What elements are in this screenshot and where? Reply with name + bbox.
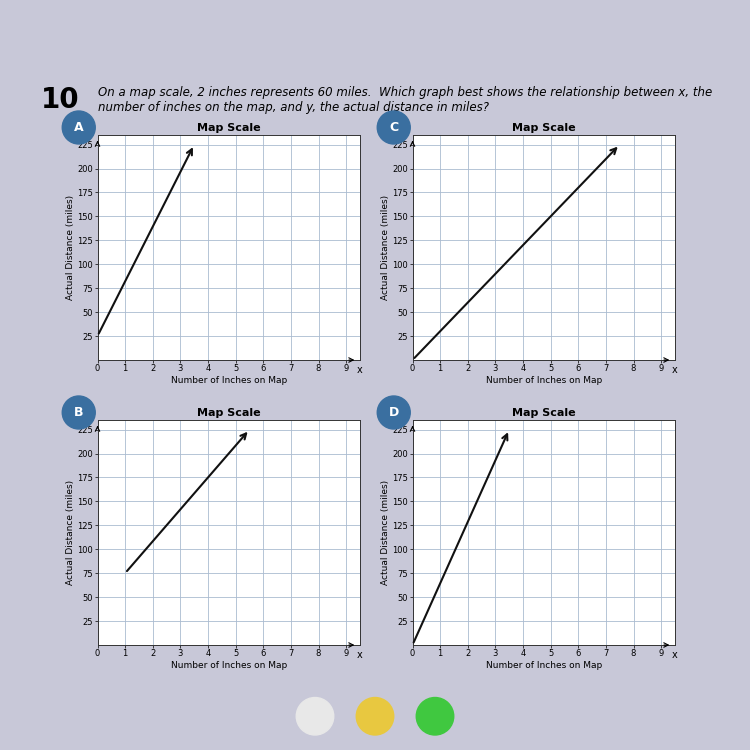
Text: y: y xyxy=(401,415,407,425)
X-axis label: Number of Inches on Map: Number of Inches on Map xyxy=(486,661,602,670)
Title: Map Scale: Map Scale xyxy=(197,123,260,133)
X-axis label: Number of Inches on Map: Number of Inches on Map xyxy=(486,376,602,385)
Text: y: y xyxy=(86,130,92,140)
Y-axis label: Actual Distance (miles): Actual Distance (miles) xyxy=(381,195,390,300)
Text: y: y xyxy=(401,130,407,140)
Text: A: A xyxy=(74,121,83,134)
Text: B: B xyxy=(74,406,83,419)
Text: D: D xyxy=(388,406,399,419)
Y-axis label: Actual Distance (miles): Actual Distance (miles) xyxy=(381,480,390,585)
Text: x: x xyxy=(357,364,363,375)
Text: 10: 10 xyxy=(41,86,80,114)
Title: Map Scale: Map Scale xyxy=(512,408,575,418)
Text: x: x xyxy=(672,650,678,660)
Y-axis label: Actual Distance (miles): Actual Distance (miles) xyxy=(66,195,75,300)
Title: Map Scale: Map Scale xyxy=(512,123,575,133)
X-axis label: Number of Inches on Map: Number of Inches on Map xyxy=(170,661,286,670)
Title: Map Scale: Map Scale xyxy=(197,408,260,418)
Y-axis label: Actual Distance (miles): Actual Distance (miles) xyxy=(66,480,75,585)
Text: On a map scale, 2 inches represents 60 miles.  Which graph best shows the relati: On a map scale, 2 inches represents 60 m… xyxy=(98,86,712,114)
Text: x: x xyxy=(357,650,363,660)
Text: C: C xyxy=(389,121,398,134)
X-axis label: Number of Inches on Map: Number of Inches on Map xyxy=(170,376,286,385)
Text: x: x xyxy=(672,364,678,375)
Text: y: y xyxy=(86,415,92,425)
